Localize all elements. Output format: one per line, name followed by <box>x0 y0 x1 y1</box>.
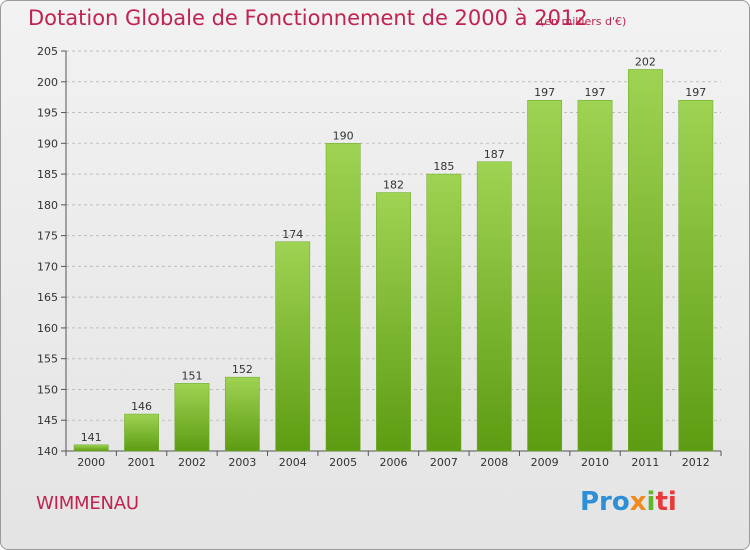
bar <box>376 192 411 452</box>
data-label: 174 <box>282 228 303 241</box>
data-label: 197 <box>534 86 555 99</box>
x-tick-label: 2010 <box>581 456 609 469</box>
data-label: 151 <box>181 369 202 382</box>
y-tick-label: 140 <box>37 445 58 458</box>
y-tick-label: 155 <box>37 353 58 366</box>
labels: 1401451501551601651701751801851901952002… <box>37 45 710 469</box>
x-tick-label: 2004 <box>279 456 307 469</box>
y-tick-label: 205 <box>37 45 58 58</box>
data-label: 197 <box>585 86 606 99</box>
data-label: 202 <box>635 55 656 68</box>
logo-part-2: x <box>629 487 647 517</box>
data-label: 182 <box>383 179 404 192</box>
y-tick-label: 150 <box>37 383 58 396</box>
y-tick-label: 185 <box>37 168 58 181</box>
y-tick-label: 145 <box>37 414 58 427</box>
x-tick-label: 2009 <box>531 456 559 469</box>
y-tick-label: 165 <box>37 291 58 304</box>
bar <box>224 376 260 452</box>
data-label: 152 <box>232 363 253 376</box>
y-tick-label: 195 <box>37 107 58 120</box>
proxiti-logo[interactable]: Proxiti <box>580 487 677 517</box>
chart-title: Dotation Globale de Fonctionnement de 20… <box>28 6 588 30</box>
bar <box>325 143 361 452</box>
y-tick-label: 170 <box>37 260 58 273</box>
bar <box>174 383 210 452</box>
bar <box>527 99 563 452</box>
data-label: 190 <box>333 129 354 142</box>
bar <box>577 99 613 452</box>
x-tick-label: 2003 <box>228 456 256 469</box>
y-tick-label: 160 <box>37 322 58 335</box>
logo-part-4: ti <box>655 487 677 517</box>
chart-unit: (en milliers d'€) <box>540 15 627 28</box>
commune-name: WIMMENAU <box>36 493 139 514</box>
bar <box>628 69 663 452</box>
logo-part-3: i <box>646 487 656 517</box>
data-label: 197 <box>685 86 706 99</box>
x-tick-label: 2000 <box>77 456 105 469</box>
y-tick-label: 180 <box>37 199 58 212</box>
x-tick-label: 2012 <box>682 456 710 469</box>
x-tick-label: 2005 <box>329 456 357 469</box>
y-tick-label: 175 <box>37 230 58 243</box>
data-label: 187 <box>484 148 505 161</box>
bar <box>73 444 109 452</box>
y-tick-label: 190 <box>37 137 58 150</box>
bar <box>476 161 512 452</box>
data-label: 185 <box>433 160 454 173</box>
bar <box>124 413 159 452</box>
x-tick-label: 2008 <box>480 456 508 469</box>
bar <box>426 173 462 452</box>
data-label: 146 <box>131 400 152 413</box>
bar <box>678 99 714 452</box>
x-tick-label: 2002 <box>178 456 206 469</box>
x-tick-label: 2006 <box>380 456 408 469</box>
data-label: 141 <box>81 431 102 444</box>
logo-part-1: Pro <box>580 487 630 517</box>
x-tick-label: 2011 <box>631 456 659 469</box>
bar <box>275 241 311 452</box>
x-tick-label: 2007 <box>430 456 458 469</box>
bars <box>73 69 714 452</box>
y-tick-label: 200 <box>37 76 58 89</box>
x-tick-label: 2001 <box>128 456 156 469</box>
